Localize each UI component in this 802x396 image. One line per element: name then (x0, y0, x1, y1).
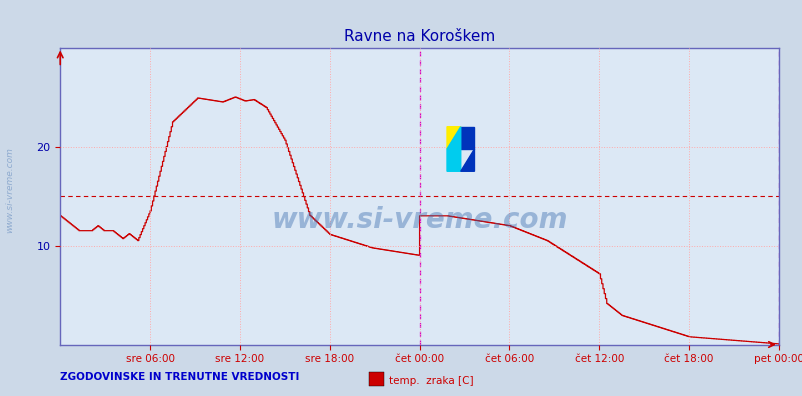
Polygon shape (460, 149, 474, 171)
Polygon shape (447, 127, 474, 149)
Title: Ravne na Koroškem: Ravne na Koroškem (343, 29, 495, 44)
Text: temp.  zraka [C]: temp. zraka [C] (389, 376, 473, 386)
Polygon shape (447, 127, 460, 171)
Polygon shape (447, 127, 460, 149)
Text: www.si-vreme.com: www.si-vreme.com (5, 147, 14, 233)
Text: www.si-vreme.com: www.si-vreme.com (271, 206, 567, 234)
Text: ZGODOVINSKE IN TRENUTNE VREDNOSTI: ZGODOVINSKE IN TRENUTNE VREDNOSTI (60, 372, 299, 382)
